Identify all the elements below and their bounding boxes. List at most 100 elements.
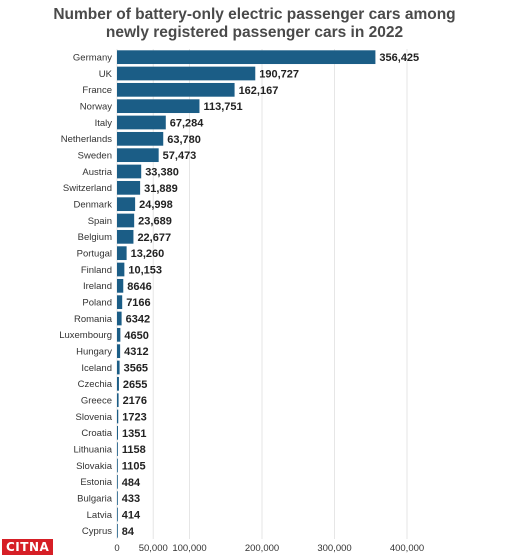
bar [117, 344, 121, 359]
value-label: 6342 [126, 314, 150, 326]
bar [117, 523, 118, 538]
chart-title-line-2: newly registered passenger cars in 2022 [105, 24, 404, 41]
bar [117, 491, 118, 506]
category-label: Switzerland [63, 183, 112, 194]
category-label: Germany [73, 52, 112, 63]
bar [117, 131, 164, 146]
category-label: Poland [82, 297, 112, 308]
bar [117, 246, 127, 261]
category-label: Italy [95, 118, 113, 129]
category-label: Lithuania [73, 444, 112, 455]
category-label: UK [99, 69, 113, 80]
bar [117, 229, 134, 244]
value-label: 13,260 [131, 248, 165, 260]
bar [117, 99, 200, 114]
category-label: Estonia [80, 477, 112, 488]
category-label: Hungary [76, 346, 112, 357]
value-label: 113,751 [203, 101, 242, 113]
bar [117, 295, 123, 310]
bar [117, 409, 119, 424]
x-tick-label: 0 [114, 543, 119, 554]
grid-layer [116, 49, 408, 539]
value-label: 33,380 [145, 167, 179, 179]
category-label: Romania [74, 314, 113, 325]
bar [117, 442, 118, 457]
category-label: Cyprus [82, 526, 112, 537]
value-label: 67,284 [170, 118, 205, 130]
category-label: Latvia [87, 510, 113, 521]
value-label: 84 [122, 526, 135, 538]
bar [117, 50, 376, 65]
x-tick-label: 300,000 [317, 543, 351, 554]
category-label: Belgium [78, 232, 112, 243]
bar [117, 66, 256, 81]
bar-layer: Germany 356,425 UK 190,727 France 162,167 Norw… [59, 50, 419, 538]
category-label: Slovakia [76, 461, 113, 472]
category-label: Finland [81, 265, 112, 276]
category-label: Croatia [81, 428, 112, 439]
bar [117, 458, 118, 473]
value-label: 484 [122, 477, 141, 489]
x-tick-label: 400,000 [390, 543, 424, 554]
bar [117, 507, 118, 522]
value-label: 31,889 [144, 183, 178, 195]
x-tick-label: 200,000 [245, 543, 279, 554]
value-label: 8646 [127, 281, 151, 293]
chart-title-line-1: Number of battery-only electric passenge… [53, 6, 456, 23]
bar [117, 115, 166, 130]
value-label: 57,473 [163, 150, 197, 162]
category-label: Iceland [81, 363, 112, 374]
category-label: Norway [80, 101, 112, 112]
watermark-logo: CITNA [2, 539, 54, 555]
bar [117, 376, 119, 391]
value-label: 1105 [122, 461, 146, 473]
value-label: 7166 [126, 297, 150, 309]
category-label: Portugal [77, 248, 112, 259]
category-label: Slovenia [76, 412, 113, 423]
value-label: 190,727 [259, 69, 299, 81]
bar [117, 82, 235, 97]
bar [117, 213, 135, 228]
bar [117, 327, 121, 342]
value-label: 4312 [124, 346, 148, 358]
category-label: Luxembourg [59, 330, 112, 341]
bar [117, 148, 159, 163]
bar [117, 197, 136, 212]
bar [117, 180, 141, 195]
bar [117, 474, 118, 489]
bar [117, 393, 119, 408]
value-label: 1723 [122, 412, 146, 424]
category-label: France [82, 85, 112, 96]
category-label: Bulgaria [77, 493, 113, 504]
category-label: Denmark [73, 199, 112, 210]
bar [117, 425, 118, 440]
bar [117, 278, 124, 293]
value-label: 162,167 [239, 85, 279, 97]
x-tick-label: 100,000 [172, 543, 206, 554]
category-label: Spain [88, 216, 112, 227]
value-label: 3565 [124, 363, 148, 375]
chart-title: Number of battery-only electric passenge… [0, 6, 509, 42]
value-label: 4650 [124, 330, 148, 342]
value-label: 22,677 [137, 232, 171, 244]
category-label: Ireland [83, 281, 112, 292]
category-label: Czechia [78, 379, 113, 390]
value-label: 2176 [123, 395, 147, 407]
value-label: 356,425 [379, 52, 419, 64]
category-label: Austria [82, 167, 112, 178]
value-label: 10,153 [128, 265, 162, 277]
value-label: 2655 [123, 379, 147, 391]
bar [117, 164, 142, 179]
category-label: Netherlands [61, 134, 112, 145]
value-label: 414 [122, 510, 141, 522]
category-label: Greece [81, 395, 112, 406]
bar [117, 262, 125, 277]
value-label: 63,780 [167, 134, 201, 146]
value-label: 1351 [122, 428, 146, 440]
value-label: 23,689 [138, 216, 172, 228]
value-label: 24,998 [139, 199, 173, 211]
bar [117, 360, 120, 375]
value-label: 1158 [122, 444, 146, 456]
x-axis: 0 50,000 100,000 200,000 300,000 400,000 [114, 543, 424, 554]
